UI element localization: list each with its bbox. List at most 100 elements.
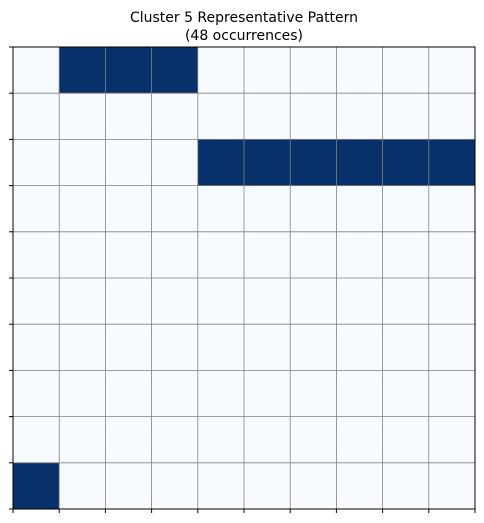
heatmap-cell: [382, 278, 429, 325]
heatmap-cell: [151, 416, 198, 463]
heatmap-cell: [59, 47, 106, 94]
heatmap-cell: [151, 324, 198, 371]
heatmap-cell: [290, 324, 337, 371]
heatmap-cell: [290, 231, 337, 278]
heatmap-cell: [244, 278, 291, 325]
axis-ticks: [9, 46, 476, 513]
heatmap-cell: [244, 462, 291, 509]
heatmap-cell: [59, 231, 106, 278]
heatmap-cell: [105, 324, 152, 371]
heatmap-cell: [197, 231, 244, 278]
heatmap-cell: [197, 462, 244, 509]
heatmap-cell: [105, 185, 152, 232]
heatmap-cell: [13, 278, 60, 325]
heatmap-cell: [428, 185, 475, 232]
heatmap-cell: [13, 324, 60, 371]
heatmap-cell: [59, 139, 106, 186]
heatmap-cell: [151, 231, 198, 278]
heatmap-cell: [59, 324, 106, 371]
heatmap-cell: [336, 231, 383, 278]
heatmap-cell: [197, 139, 244, 186]
heatmap-cell: [336, 47, 383, 94]
heatmap-cell: [290, 370, 337, 417]
heatmap-cell: [244, 185, 291, 232]
heatmap-cell: [151, 93, 198, 140]
heatmap-cell: [105, 462, 152, 509]
heatmap-cell: [197, 324, 244, 371]
heatmap-cell: [336, 416, 383, 463]
heatmap-cell: [382, 462, 429, 509]
heatmap-cell: [428, 139, 475, 186]
heatmap-cell: [13, 185, 60, 232]
heatmap-cell: [244, 231, 291, 278]
heatmap-cell: [290, 139, 337, 186]
heatmap-cell: [382, 47, 429, 94]
heatmap-cell: [428, 231, 475, 278]
heatmap-cell: [151, 185, 198, 232]
heatmap-cell: [197, 185, 244, 232]
heatmap-cell: [105, 278, 152, 325]
heatmap-cell: [290, 278, 337, 325]
heatmap-cell: [290, 93, 337, 140]
heatmap-cell: [290, 462, 337, 509]
heatmap-cell: [382, 139, 429, 186]
heatmap-cell: [151, 278, 198, 325]
heatmap-cell: [290, 416, 337, 463]
heatmap-cell: [336, 93, 383, 140]
heatmap-cell: [428, 278, 475, 325]
heatmap-cell: [382, 370, 429, 417]
heatmap-cell: [382, 416, 429, 463]
heatmap-cell: [105, 47, 152, 94]
heatmap-cell: [151, 139, 198, 186]
heatmap-cell: [197, 370, 244, 417]
heatmap-cell: [336, 462, 383, 509]
heatmap-cell: [336, 139, 383, 186]
heatmap-cell: [290, 47, 337, 94]
heatmap-cell: [13, 93, 60, 140]
heatmap-cell: [244, 370, 291, 417]
heatmap-cell: [382, 93, 429, 140]
heatmap-cell: [59, 370, 106, 417]
heatmap-cell: [382, 324, 429, 371]
heatmap-cell: [105, 139, 152, 186]
heatmap-cell: [13, 47, 60, 94]
heatmap-cell: [428, 93, 475, 140]
heatmap-cell: [13, 231, 60, 278]
heatmap-cell: [59, 278, 106, 325]
heatmap-cell: [197, 416, 244, 463]
heatmap-cell: [428, 370, 475, 417]
heatmap-cell: [244, 139, 291, 186]
heatmap-cell: [13, 370, 60, 417]
heatmap-cell: [105, 416, 152, 463]
heatmap-cell: [244, 324, 291, 371]
heatmap-cell: [244, 416, 291, 463]
heatmap-cell: [428, 324, 475, 371]
heatmap-cell: [336, 185, 383, 232]
heatmap-cell: [244, 47, 291, 94]
heatmap-cell: [13, 462, 60, 509]
heatmap-cell: [151, 462, 198, 509]
heatmap-cell: [336, 370, 383, 417]
heatmap-cell: [382, 231, 429, 278]
heatmap-cell: [59, 185, 106, 232]
heatmap-cells: [13, 47, 475, 509]
heatmap-cell: [382, 185, 429, 232]
heatmap-cell: [59, 93, 106, 140]
heatmap-cell: [197, 47, 244, 94]
heatmap-cell: [336, 324, 383, 371]
heatmap-cell: [428, 416, 475, 463]
heatmap-cell: [290, 185, 337, 232]
heatmap-cell: [151, 47, 198, 94]
heatmap-cell: [59, 462, 106, 509]
heatmap-cell: [336, 278, 383, 325]
heatmap-cell: [105, 93, 152, 140]
heatmap-cell: [244, 93, 291, 140]
chart-title: Cluster 5 Representative Pattern: [130, 10, 358, 26]
heatmap-cell: [13, 139, 60, 186]
heatmap-cell: [13, 416, 60, 463]
chart-subtitle: (48 occurrences): [185, 28, 303, 44]
heatmap-cell: [197, 93, 244, 140]
heatmap-gridlines: [13, 47, 475, 509]
heatmap-cell: [428, 47, 475, 94]
